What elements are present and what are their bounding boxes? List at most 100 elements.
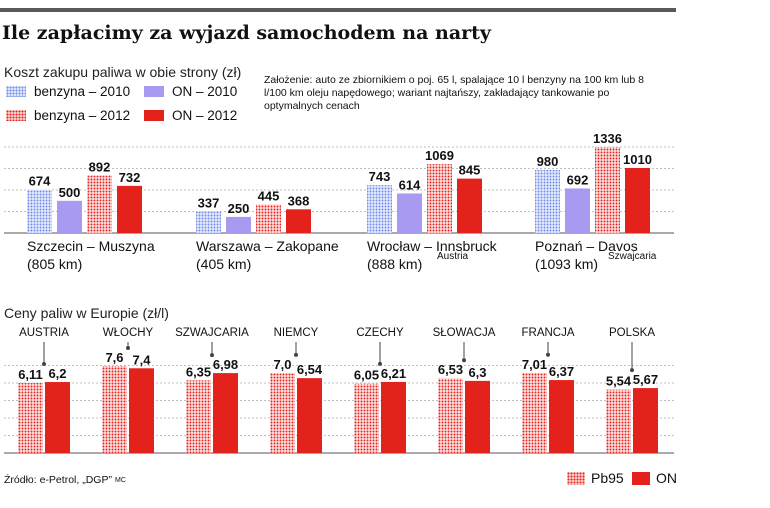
price-value-label: 6,53	[438, 362, 463, 377]
distance-label: (405 km)	[196, 256, 251, 272]
price-value-label: 7,4	[132, 352, 151, 367]
price-bar-2-1	[213, 373, 238, 453]
bar-value-label: 1336	[593, 131, 622, 146]
legend-label-benzyna-2010: benzyna – 2010	[34, 84, 131, 99]
legend-swatch-on	[632, 471, 650, 485]
bar-3-1	[565, 188, 590, 233]
author-initials: MC	[115, 477, 126, 484]
price-value-label: 6,37	[549, 364, 574, 379]
legend-label-on: ON	[656, 470, 677, 486]
distance-label: (805 km)	[27, 256, 82, 272]
leader-dot	[126, 346, 130, 350]
infographic-title: Ile zapłacimy za wyjazd samochodem na na…	[2, 22, 491, 44]
bar-value-label: 674	[29, 174, 51, 189]
chart1-fuel-cost: 674 500 892 732 337 250 445 368 743 614 1069 845 980…	[4, 131, 674, 272]
price-bar-1-1	[129, 368, 154, 453]
bar-2-2	[427, 164, 452, 233]
bar-value-label: 692	[567, 172, 589, 187]
distance-label: (888 km)	[367, 256, 422, 272]
price-bar-6-0	[522, 372, 547, 453]
legend-label-on-2010: ON – 2010	[172, 84, 238, 99]
legend-on-2012: ON – 2012	[144, 108, 237, 123]
bar-1-0	[196, 211, 221, 233]
chart2-title: Ceny paliw w Europie (zł/l)	[4, 305, 169, 321]
bar-value-label: 732	[119, 170, 141, 185]
legend-benzyna-2010: benzyna – 2010	[6, 84, 130, 99]
price-value-label: 6,05	[354, 368, 379, 383]
leader-dot	[462, 358, 466, 363]
legend-swatch-benzyna-2010	[6, 86, 26, 97]
bar-value-label: 614	[399, 177, 421, 192]
bar-3-3	[625, 167, 650, 233]
price-value-label: 5,67	[633, 372, 658, 387]
country-label: SZWAJCARIA	[175, 327, 249, 339]
bar-0-3	[117, 185, 142, 233]
legend-on-2010: ON – 2010	[144, 84, 237, 99]
bar-value-label: 445	[258, 188, 280, 203]
bar-0-0	[27, 189, 52, 233]
price-bar-3-1	[297, 378, 322, 453]
legend-swatch-on-2010	[144, 86, 164, 97]
legend-swatch-on-2012	[144, 110, 164, 121]
leader-dot	[378, 361, 382, 366]
legend-label-benzyna-2012: benzyna – 2012	[34, 108, 131, 123]
country-label: WŁOCHY	[103, 327, 154, 339]
price-bar-7-1	[633, 388, 658, 453]
legend-swatch-benzyna-2012	[6, 110, 26, 121]
legend-swatch-pb95	[567, 471, 585, 485]
bar-3-0	[535, 169, 560, 233]
leader-dot	[294, 352, 298, 357]
price-bar-2-0	[186, 380, 211, 453]
bar-0-2	[87, 175, 112, 233]
price-bar-5-1	[465, 380, 490, 453]
price-value-label: 7,6	[105, 350, 123, 365]
bar-value-label: 980	[537, 154, 559, 169]
bar-value-label: 368	[288, 193, 310, 208]
bar-1-3	[286, 209, 311, 233]
country-label: AUSTRIA	[19, 327, 69, 339]
price-value-label: 5,54	[606, 374, 632, 389]
bar-2-3	[457, 178, 482, 233]
price-bar-7-0	[606, 389, 631, 453]
route-label: Wrocław – Innsbruck	[367, 238, 498, 254]
price-bar-5-0	[438, 378, 463, 453]
country-label: Austria	[437, 251, 469, 262]
price-bar-3-0	[270, 372, 295, 453]
legend-benzyna-2012: benzyna – 2012	[6, 108, 130, 123]
country-label: POLSKA	[609, 327, 655, 339]
legend-label-pb95: Pb95	[591, 470, 624, 486]
leader-dot	[546, 352, 550, 357]
legend-pb95: Pb95	[567, 470, 624, 486]
source-note: Źródło: e-Petrol, „DGP”	[4, 474, 112, 486]
country-label: CZECHY	[356, 327, 404, 339]
bar-value-label: 250	[228, 201, 250, 216]
country-label: NIEMCY	[274, 327, 319, 339]
price-value-label: 7,0	[273, 357, 291, 372]
country-label: SŁOWACJA	[433, 327, 496, 339]
leader-dot	[210, 353, 214, 358]
price-bar-4-0	[354, 383, 379, 453]
price-value-label: 6,21	[381, 366, 406, 381]
bar-1-2	[256, 204, 281, 233]
bar-2-1	[397, 193, 422, 233]
distance-label: (1093 km)	[535, 256, 598, 272]
bar-2-0	[367, 185, 392, 233]
bar-value-label: 337	[198, 195, 220, 210]
country-label: FRANCJA	[521, 327, 574, 339]
bar-1-1	[226, 216, 251, 233]
bar-0-1	[57, 200, 82, 233]
price-bar-0-0	[18, 383, 43, 453]
leader-dot	[42, 362, 46, 367]
route-label: Warszawa – Zakopane	[196, 238, 339, 254]
route-label: Szczecin – Muszyna	[27, 238, 155, 254]
bar-value-label: 743	[369, 169, 391, 184]
top-rule	[0, 8, 676, 12]
chart2-fuel-prices: 6,11 6,2 7,6 7,4 6,35 6,98 7,0 6,54 6,05 6,21 6,53…	[4, 327, 674, 454]
leader-dot	[630, 368, 634, 373]
country-label: Szwajcaria	[608, 251, 657, 262]
price-value-label: 6,11	[18, 367, 43, 382]
bar-value-label: 500	[59, 185, 81, 200]
price-value-label: 6,3	[468, 365, 486, 380]
price-bar-1-0	[102, 366, 127, 453]
price-value-label: 7,01	[522, 357, 547, 372]
